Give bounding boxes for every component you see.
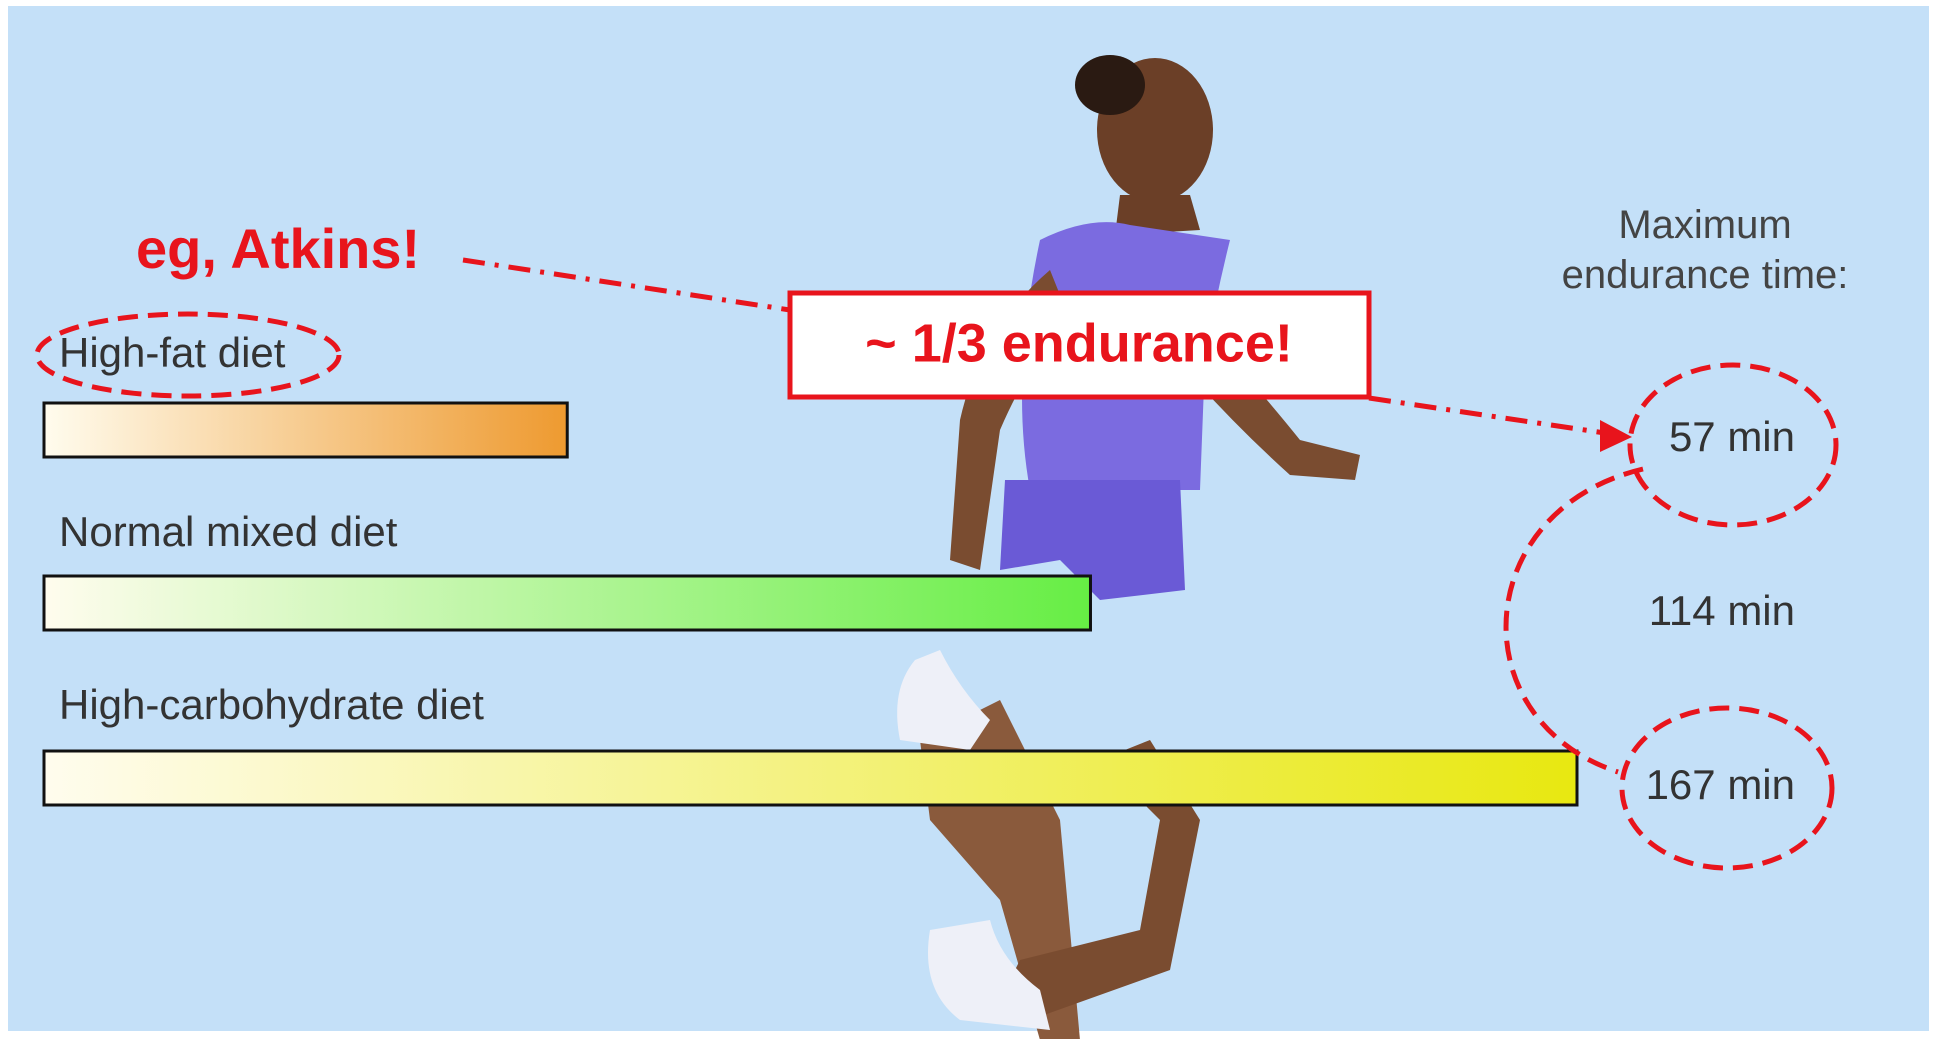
bar xyxy=(44,576,1090,630)
bar xyxy=(44,403,567,457)
header: Maximum endurance time: xyxy=(1540,200,1870,300)
value-label: 114 min xyxy=(1649,587,1795,634)
category-label: High-carbohydrate diet xyxy=(59,681,484,728)
annotation: eg, Atkins! xyxy=(136,217,420,280)
value-label: 167 min xyxy=(1646,761,1795,808)
chart: High-fat diet 57 min Normal mixed diet 114 … xyxy=(0,0,1937,1039)
category-label: High-fat diet xyxy=(59,329,286,376)
value-label: 57 min xyxy=(1669,413,1795,460)
category-label: Normal mixed diet xyxy=(59,508,398,555)
page: High-fat diet 57 min Normal mixed diet 114 … xyxy=(0,0,1937,1039)
bar xyxy=(44,751,1577,805)
annotation: ~ 1/3 endurance! xyxy=(865,313,1293,373)
